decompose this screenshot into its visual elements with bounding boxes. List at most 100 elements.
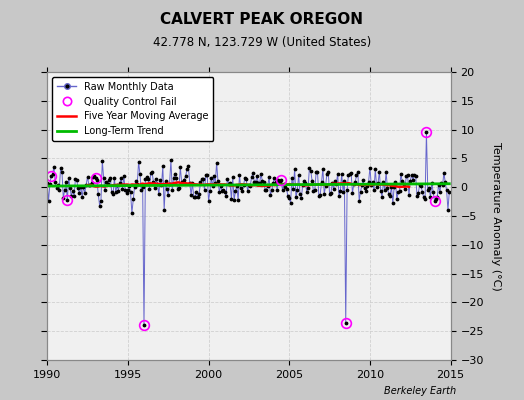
Point: [112, 189, 120, 196]
Point: [264, 183, 272, 189]
Point: [67, 193, 75, 199]
Y-axis label: Temperature Anomaly (°C): Temperature Anomaly (°C): [490, 142, 500, 290]
Point: [250, 179, 258, 185]
Point: [258, 178, 267, 184]
Point: [430, 197, 439, 204]
Point: [180, 176, 189, 183]
Point: [414, 189, 422, 196]
Point: [79, 184, 88, 190]
Point: [52, 185, 61, 191]
Point: [308, 178, 316, 184]
Point: [442, 187, 451, 194]
Point: [176, 164, 184, 170]
Point: [401, 186, 409, 192]
Point: [300, 178, 308, 184]
Point: [307, 168, 315, 174]
Point: [132, 178, 140, 184]
Point: [346, 171, 354, 177]
Point: [104, 181, 112, 187]
Point: [246, 183, 255, 189]
Point: [337, 171, 346, 177]
Point: [409, 177, 417, 183]
Point: [278, 187, 287, 193]
Point: [355, 197, 363, 204]
Point: [363, 183, 372, 189]
Point: [187, 192, 195, 198]
Point: [390, 184, 398, 191]
Point: [339, 189, 347, 195]
Point: [261, 186, 269, 193]
Point: [358, 182, 366, 188]
Point: [45, 198, 53, 204]
Point: [350, 181, 358, 187]
Point: [155, 191, 163, 197]
Point: [231, 188, 239, 194]
Point: [216, 183, 225, 190]
Point: [374, 180, 382, 186]
Point: [203, 172, 211, 178]
Point: [269, 180, 277, 186]
Point: [82, 181, 90, 188]
Point: [276, 179, 284, 186]
Point: [212, 160, 221, 166]
Point: [296, 190, 304, 197]
Point: [316, 192, 324, 198]
Point: [289, 186, 298, 192]
Point: [143, 174, 151, 180]
Point: [325, 191, 334, 197]
Text: 42.778 N, 123.729 W (United States): 42.778 N, 123.729 W (United States): [153, 36, 371, 49]
Point: [423, 187, 432, 194]
Point: [196, 179, 205, 186]
Point: [133, 181, 141, 187]
Point: [359, 177, 367, 184]
Point: [333, 171, 342, 177]
Point: [198, 176, 206, 182]
Point: [184, 163, 193, 170]
Point: [416, 182, 424, 188]
Point: [50, 164, 58, 170]
Point: [72, 177, 81, 183]
Point: [173, 186, 182, 192]
Point: [254, 180, 263, 186]
Point: [398, 178, 407, 184]
Point: [257, 170, 265, 177]
Point: [59, 195, 68, 201]
Point: [422, 129, 431, 136]
Point: [113, 182, 121, 188]
Point: [166, 181, 174, 187]
Point: [259, 178, 268, 185]
Point: [354, 168, 362, 175]
Point: [178, 179, 186, 185]
Point: [128, 210, 136, 216]
Point: [150, 185, 159, 192]
Point: [145, 185, 154, 192]
Point: [441, 179, 450, 186]
Point: [162, 186, 171, 193]
Point: [85, 182, 93, 188]
Point: [383, 184, 391, 191]
Point: [274, 177, 282, 184]
Point: [141, 176, 149, 182]
Point: [181, 173, 190, 179]
Point: [77, 184, 85, 190]
Point: [241, 175, 249, 182]
Point: [268, 187, 276, 194]
Point: [110, 175, 118, 181]
Point: [159, 163, 167, 170]
Point: [238, 188, 246, 194]
Point: [439, 182, 447, 188]
Point: [392, 196, 401, 202]
Point: [116, 180, 124, 186]
Point: [305, 165, 313, 171]
Point: [136, 171, 144, 178]
Point: [160, 207, 168, 213]
Point: [277, 177, 286, 184]
Point: [253, 173, 261, 179]
Point: [46, 181, 54, 188]
Point: [287, 200, 295, 206]
Point: [125, 182, 134, 189]
Point: [429, 189, 438, 196]
Point: [389, 200, 397, 206]
Point: [406, 178, 414, 184]
Point: [210, 173, 218, 180]
